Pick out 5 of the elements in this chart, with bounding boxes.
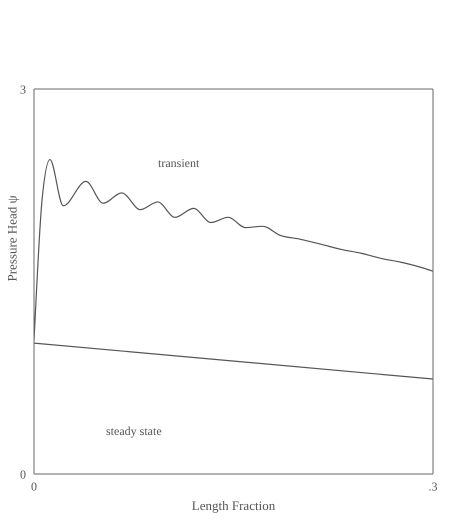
x-axis-title: Length Fraction: [192, 498, 276, 513]
x-tick-label: .3: [428, 480, 438, 494]
y-tick-label: 3: [20, 82, 26, 96]
annotation: transient: [158, 156, 200, 171]
annotation: steady state: [106, 424, 162, 439]
